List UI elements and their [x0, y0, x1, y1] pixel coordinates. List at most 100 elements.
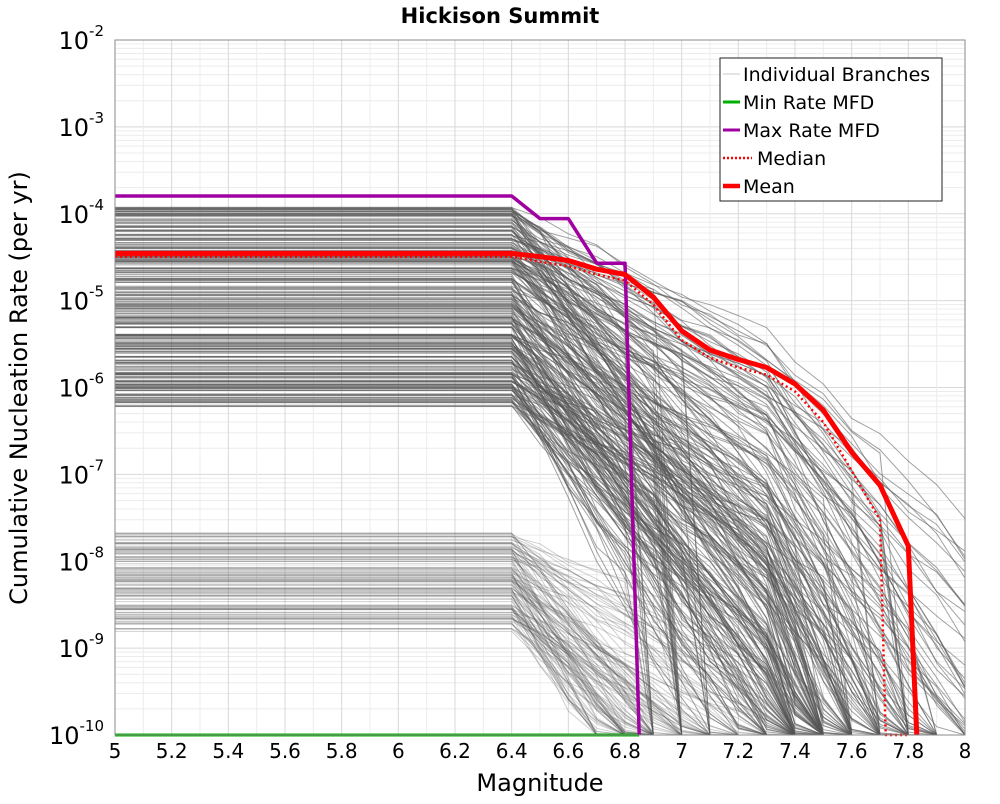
- chart-title: Hickison Summit: [401, 4, 600, 28]
- branch-line: [115, 571, 626, 736]
- branch-line: [115, 226, 966, 557]
- branch-line: [115, 568, 682, 736]
- branch-line: [115, 613, 626, 736]
- branch-line: [115, 559, 824, 736]
- branch-line: [115, 604, 711, 736]
- branch-line: [115, 628, 654, 736]
- legend-label-median: Median: [757, 148, 826, 170]
- branch-line: [115, 381, 966, 736]
- branch-line: [115, 608, 683, 736]
- branch-line: [115, 620, 682, 736]
- x-tick-label: 5.8: [326, 739, 358, 763]
- branch-line: [115, 386, 824, 736]
- branch-line: [115, 533, 824, 736]
- branch-line: [115, 543, 739, 736]
- branch-line: [115, 260, 852, 736]
- branch-line: [115, 383, 739, 736]
- branch-line: [115, 606, 654, 736]
- x-axis-title: Magnitude: [476, 769, 603, 797]
- branch-line: [115, 589, 654, 736]
- branch-line: [115, 334, 937, 736]
- branch-line: [115, 601, 626, 736]
- branch-line: [115, 561, 654, 736]
- branch-line: [115, 579, 711, 736]
- branch-line: [115, 255, 853, 736]
- branch-line: [115, 614, 626, 736]
- branch-line: [115, 589, 626, 736]
- branch-line: [115, 628, 626, 736]
- x-tick-label: 8: [959, 739, 972, 763]
- branch-line: [115, 363, 853, 736]
- branch-line: [115, 591, 767, 736]
- branch-line: [115, 305, 853, 736]
- branch-line: [115, 393, 768, 736]
- branch-line: [115, 334, 853, 736]
- legend: Individual Branches Min Rate MFD Max Rat…: [719, 57, 943, 202]
- branch-line: [115, 552, 824, 736]
- branch-line: [115, 281, 853, 736]
- branch-line: [115, 584, 654, 736]
- branch-line: [115, 246, 881, 736]
- x-tick-label: 6: [392, 739, 405, 763]
- branch-line: [115, 227, 853, 736]
- branch-line: [115, 214, 824, 736]
- branch-line: [115, 591, 796, 736]
- branch-line: [115, 553, 683, 736]
- branch-line: [115, 294, 796, 736]
- branch-line: [115, 549, 626, 736]
- y-tick-label: 10-6: [58, 370, 104, 403]
- branch-line: [115, 261, 654, 736]
- branch-line: [115, 538, 767, 736]
- branch-line: [115, 568, 739, 736]
- legend-item-median: Median: [723, 148, 826, 170]
- branch-line: [115, 406, 881, 736]
- branch-line: [115, 546, 767, 736]
- branch-line: [115, 295, 683, 736]
- branch-line: [115, 539, 853, 736]
- branch-line: [115, 580, 796, 736]
- x-tick-label: 6.8: [609, 739, 641, 763]
- branch-line: [115, 335, 881, 736]
- legend-item-individual-branches: Individual Branches: [723, 64, 930, 86]
- branch-line: [115, 599, 654, 736]
- y-tick-layer: 10-10 10-9 10-8 10-7 10-6 10-5 10-4 10-3 10-2: [49, 22, 104, 750]
- x-tick-layer: 5 5.2 5.4 5.6 5.8 6 6.2 6.4 6.6 6.8 7 7.2 7.4 7.6 7.8 8: [109, 739, 972, 763]
- branch-line: [115, 623, 654, 736]
- y-tick-label: 10-10: [49, 717, 104, 750]
- branches-layer: [115, 206, 966, 736]
- branch-line: [115, 276, 824, 736]
- branch-line: [115, 558, 683, 736]
- branch-line: [115, 312, 796, 736]
- branch-line: [115, 235, 683, 736]
- branch-line: [115, 628, 654, 736]
- branch-line: [115, 214, 909, 736]
- branch-line: [115, 612, 796, 736]
- branch-line: [115, 545, 796, 736]
- branch-line: [115, 553, 682, 736]
- branch-line: [115, 343, 824, 736]
- y-tick-label: 10-8: [58, 543, 104, 576]
- x-tick-label: 5: [109, 739, 122, 763]
- branch-line: [115, 223, 853, 736]
- branch-line: [115, 566, 796, 736]
- plot-frame: [114, 39, 966, 736]
- branch-line: [115, 322, 824, 736]
- x-tick-label: 6.4: [496, 739, 528, 763]
- branch-line: [115, 361, 824, 736]
- y-tick-label: 10-3: [58, 109, 104, 142]
- branch-line: [115, 219, 966, 607]
- branch-line: [115, 550, 796, 736]
- branch-line: [115, 303, 909, 736]
- branch-line: [115, 592, 711, 736]
- branch-line: [115, 581, 739, 736]
- branch-line: [115, 370, 796, 736]
- legend-box: [719, 57, 943, 202]
- branch-line: [115, 623, 598, 736]
- branch-line: [115, 609, 598, 736]
- legend-label-individual-branches: Individual Branches: [743, 64, 930, 86]
- branch-line: [115, 399, 739, 736]
- branch-line: [115, 574, 654, 736]
- branch-line: [115, 312, 853, 736]
- branch-line: [115, 536, 824, 736]
